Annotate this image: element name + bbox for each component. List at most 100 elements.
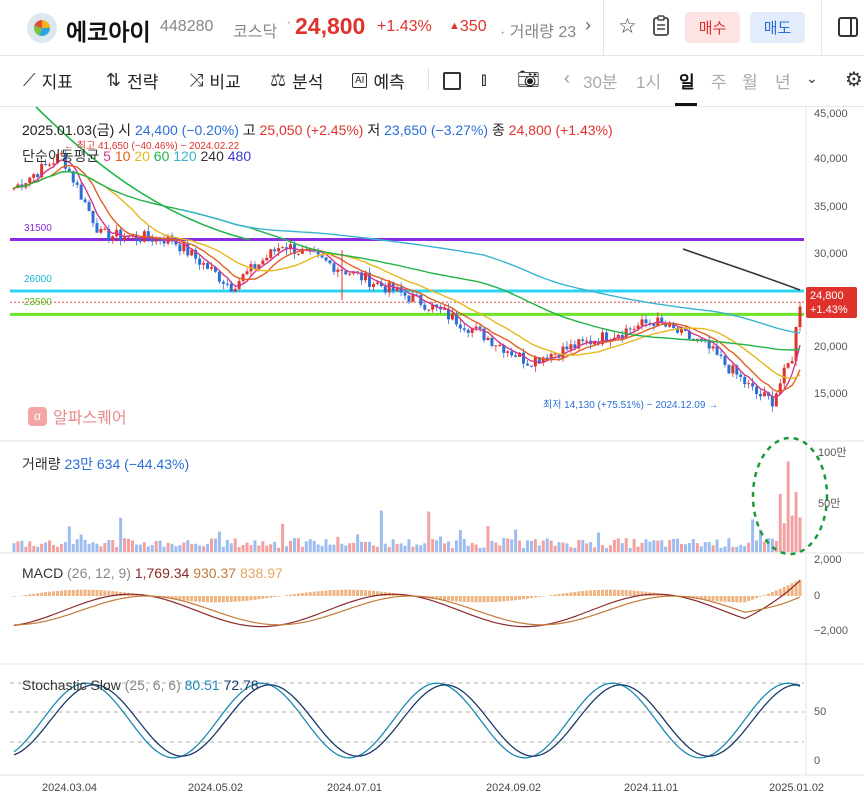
- macd-oscillator-bar: [723, 596, 727, 602]
- candlestick-icon[interactable]: ⫾: [481, 69, 487, 89]
- tab-1hour[interactable]: 1시: [636, 73, 662, 92]
- macd-oscillator-bar: [296, 593, 300, 596]
- macd-oscillator-bar: [91, 589, 95, 596]
- brand-logo-icon: α: [28, 406, 47, 426]
- brand-label: 알파스퀘어: [53, 410, 127, 427]
- side-panel-icon[interactable]: [838, 17, 858, 37]
- candle-body: [652, 323, 656, 326]
- macd-oscillator-bar: [636, 590, 640, 596]
- predict-tool[interactable]: AI 예측: [352, 68, 405, 93]
- active-tab-indicator: [675, 103, 697, 106]
- stock-name[interactable]: 에코아이: [66, 19, 151, 45]
- candle-body: [502, 344, 506, 353]
- volume-bar: [474, 544, 478, 552]
- volume-bar: [233, 538, 237, 552]
- candle-body: [375, 282, 379, 284]
- candle-body: [229, 283, 233, 292]
- volume-bar: [573, 547, 577, 552]
- ai-chip-icon: AI: [352, 73, 368, 88]
- candle-body: [522, 352, 526, 364]
- macd-oscillator-bar: [336, 589, 340, 596]
- tab-day[interactable]: 일: [679, 73, 695, 92]
- volume-bar: [549, 540, 553, 552]
- candle-body: [182, 243, 186, 252]
- chevron-right-icon[interactable]: ›: [585, 15, 591, 35]
- volume-bar: [597, 532, 601, 552]
- tab-week[interactable]: 주: [711, 73, 727, 92]
- volume-label: 거래량: [22, 456, 61, 472]
- volume-bar: [55, 546, 59, 552]
- volume-bar: [411, 546, 415, 552]
- candle-body: [687, 330, 691, 339]
- stochastic-axis-label: 0: [814, 755, 821, 767]
- candle-body: [585, 340, 589, 342]
- volume-bar: [257, 545, 261, 552]
- gear-icon[interactable]: ⚙: [845, 69, 863, 91]
- candle-body: [680, 327, 684, 333]
- compare-tool[interactable]: ⤨ 비교: [189, 68, 241, 93]
- candle-body: [83, 199, 87, 203]
- candle-body: [482, 328, 486, 341]
- memo-icon[interactable]: [651, 15, 671, 37]
- sell-button[interactable]: 매도: [750, 12, 805, 43]
- volume-axis-label: 100만: [818, 447, 847, 459]
- macd-oscillator-bar: [616, 589, 620, 596]
- volume-bar: [40, 543, 44, 552]
- macd-oscillator-bar: [55, 590, 59, 596]
- chevron-down-icon[interactable]: ⌄: [806, 70, 818, 86]
- star-icon[interactable]: ☆: [618, 15, 637, 38]
- macd-oscillator-bar: [778, 588, 782, 596]
- tab-year[interactable]: 년: [775, 73, 791, 92]
- square-draw-icon[interactable]: [443, 72, 461, 90]
- volume-bar: [316, 544, 320, 552]
- candle-body: [514, 355, 518, 357]
- chevron-left-icon[interactable]: ‹: [564, 68, 570, 88]
- macd-oscillator-bar: [537, 596, 541, 597]
- volume-bar: [134, 544, 138, 552]
- macd-oscillator-bar: [269, 596, 273, 598]
- buy-button[interactable]: 매수: [685, 12, 740, 43]
- candle-body: [676, 327, 680, 333]
- volume-summary: · 거래량 23: [500, 24, 577, 41]
- volume-bar: [794, 492, 798, 552]
- candle-body: [593, 341, 597, 345]
- volume-bar: [166, 542, 170, 552]
- candle-body: [367, 272, 371, 287]
- candle-body: [770, 396, 774, 407]
- analysis-tool[interactable]: ⚖ 분석: [270, 68, 323, 93]
- strategy-tool[interactable]: ⇅ 전략: [106, 68, 158, 93]
- volume-bar: [798, 517, 802, 552]
- price-axis-label: 15,000: [814, 388, 848, 400]
- volume-bar: [711, 545, 715, 552]
- volume-bar: [360, 541, 364, 552]
- candle-body: [443, 308, 447, 310]
- candle-body: [518, 352, 522, 357]
- low-value: 23,650: [384, 122, 427, 138]
- ma-period-120: 120: [169, 148, 197, 164]
- macd-title: MACD (26, 12, 9) 1,769.34 930.37 838.97: [22, 565, 283, 581]
- volume-bar: [162, 546, 166, 552]
- tab-month[interactable]: 월: [742, 73, 758, 92]
- candle-body: [51, 163, 55, 165]
- macd-oscillator-bar: [103, 590, 107, 596]
- macd-oscillator-bar: [743, 596, 747, 603]
- macd-oscillator-bar: [316, 591, 320, 596]
- candle-body: [174, 241, 178, 245]
- indicator-tool[interactable]: ⟋ 지표: [23, 68, 73, 93]
- camera-icon[interactable]: 📷︎: [517, 69, 540, 89]
- candle-body: [44, 163, 48, 165]
- macd-oscillator-bar: [719, 596, 723, 602]
- volume-bar: [640, 542, 644, 552]
- volume-bar: [510, 539, 514, 552]
- volume-bar: [288, 540, 292, 552]
- tab-30min[interactable]: 30분: [583, 73, 618, 92]
- volume-bar: [111, 540, 115, 552]
- ma-period-480: 480: [223, 148, 252, 164]
- volume-bar: [608, 545, 612, 552]
- macd-line: [13, 580, 801, 628]
- candle-body: [395, 287, 399, 291]
- candle-body: [723, 355, 727, 365]
- macd-oscillator-bar: [225, 596, 229, 603]
- volume-bar: [490, 540, 494, 552]
